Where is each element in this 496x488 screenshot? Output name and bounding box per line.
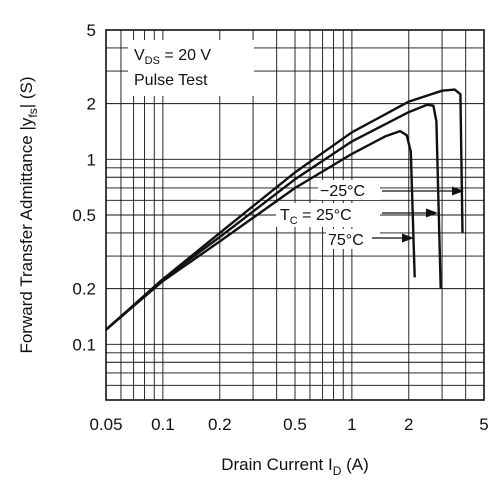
x-tick-label: 0.5 xyxy=(283,415,307,434)
y-tick-label: 5 xyxy=(87,21,96,40)
label-bg-tc xyxy=(276,203,380,227)
curve-series-1 xyxy=(105,103,442,331)
y-tick-label: 0.2 xyxy=(72,280,96,299)
x-tick-label: 0.05 xyxy=(89,415,122,434)
x-tick-label: 0.1 xyxy=(151,415,175,434)
x-axis-label: Drain Current ID (A) xyxy=(221,455,369,478)
series-label-75: 75°C xyxy=(328,232,364,249)
x-tick-label: 2 xyxy=(404,415,413,434)
arrowhead-25 xyxy=(426,208,438,218)
series-label-minus25: −25°C xyxy=(320,183,365,200)
series-label-tc25: TC = 25°C xyxy=(280,207,352,227)
conditions-vds: VDS = 20 V xyxy=(134,47,211,67)
y-tick-label: 0.1 xyxy=(72,335,96,354)
data-curves xyxy=(105,88,464,331)
y-tick-label: 0.5 xyxy=(72,206,96,225)
label-bg-minus25 xyxy=(318,180,380,200)
y-tick-label: 2 xyxy=(87,95,96,114)
y-tick-label: 1 xyxy=(87,150,96,169)
y-axis-label: Forward Transfer Admittance |yfs| (S) xyxy=(17,76,40,353)
arrowhead-75 xyxy=(402,233,414,243)
x-tick-label: 0.2 xyxy=(208,415,232,434)
label-bg-75 xyxy=(326,229,380,249)
conditions-box xyxy=(128,40,254,96)
conditions-pulse-test: Pulse Test xyxy=(134,72,208,89)
curve-series-0 xyxy=(105,88,464,331)
x-tick-label: 1 xyxy=(347,415,356,434)
curve-series-2 xyxy=(105,129,416,331)
tick-labels: 0.05 0.1 0.2 0.5 1 2 5 0.1 0.2 0.5 1 2 5 xyxy=(72,21,488,434)
x-tick-label: 5 xyxy=(479,415,488,434)
plot-frame xyxy=(105,29,485,401)
arrowhead-minus25 xyxy=(452,186,464,196)
